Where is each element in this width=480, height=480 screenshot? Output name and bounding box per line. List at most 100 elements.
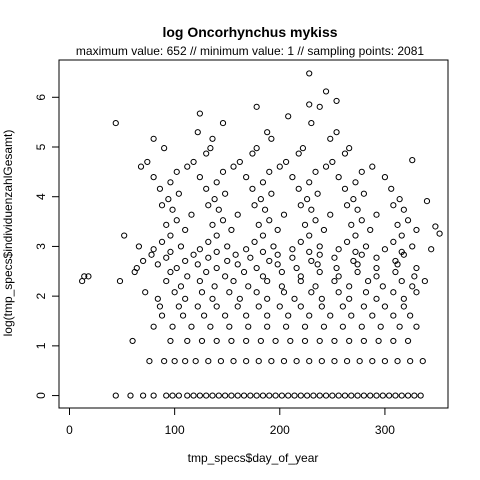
chart-subtitle: maximum value: 652 // minimum value: 1 /… xyxy=(76,44,424,58)
data-point xyxy=(182,226,189,234)
data-point xyxy=(266,217,273,224)
y-axis-label: log(tmp_specs$individuenzahlGesamt) xyxy=(1,130,15,337)
data-point xyxy=(413,289,420,296)
data-point xyxy=(154,261,161,268)
y-axis: 0 1 2 3 4 5 6 xyxy=(34,94,60,399)
data-point xyxy=(373,392,380,399)
data-point xyxy=(163,277,170,285)
data-point xyxy=(381,174,389,181)
data-point xyxy=(243,246,250,253)
data-point xyxy=(249,185,256,192)
data-point xyxy=(409,243,416,250)
data-point xyxy=(354,268,361,276)
data-point xyxy=(163,221,170,228)
data-point xyxy=(167,232,174,239)
data-point xyxy=(259,179,267,186)
data-point xyxy=(289,246,296,253)
x-tick-label: 100 xyxy=(165,423,185,437)
data-point xyxy=(301,221,309,228)
data-point xyxy=(331,254,338,261)
data-point xyxy=(282,158,290,166)
data-point xyxy=(253,289,260,296)
data-point xyxy=(234,392,241,399)
data-point xyxy=(230,358,237,365)
data-point xyxy=(268,358,275,365)
data-point xyxy=(255,303,262,310)
data-point xyxy=(121,232,128,239)
data-point xyxy=(251,202,258,209)
data-point xyxy=(369,312,376,319)
data-point xyxy=(354,206,361,213)
data-point xyxy=(329,158,336,166)
data-point xyxy=(304,196,311,203)
data-point xyxy=(247,254,254,261)
data-point xyxy=(163,254,170,261)
data-point xyxy=(268,190,275,197)
data-point xyxy=(274,261,281,268)
data-point xyxy=(306,312,313,319)
data-point xyxy=(381,246,389,253)
data-point xyxy=(301,323,309,330)
data-point xyxy=(163,392,170,399)
data-point xyxy=(217,358,225,365)
data-point xyxy=(297,238,304,246)
data-point xyxy=(318,303,325,310)
data-point xyxy=(211,196,218,203)
data-point xyxy=(346,295,353,302)
data-point xyxy=(226,289,233,296)
data-point xyxy=(373,273,380,280)
data-point xyxy=(308,289,315,296)
data-point xyxy=(236,158,243,166)
data-point xyxy=(280,289,288,296)
data-point xyxy=(158,202,166,209)
data-point xyxy=(297,202,304,209)
data-point xyxy=(167,179,174,186)
data-point xyxy=(373,211,380,218)
data-point xyxy=(165,196,172,203)
data-point xyxy=(404,217,412,224)
data-point xyxy=(413,226,420,234)
data-point xyxy=(306,248,313,255)
data-point xyxy=(198,337,206,345)
data-point xyxy=(190,158,197,166)
data-point xyxy=(264,277,271,285)
data-point xyxy=(278,392,285,399)
data-point xyxy=(356,358,363,365)
data-point xyxy=(259,392,267,399)
data-point xyxy=(312,168,319,175)
data-point xyxy=(247,392,254,399)
data-point xyxy=(327,135,334,142)
data-point xyxy=(308,119,315,127)
data-point xyxy=(211,283,218,290)
data-point xyxy=(169,392,176,399)
data-point xyxy=(428,246,435,253)
data-point xyxy=(243,358,250,365)
data-point xyxy=(320,323,328,330)
data-point xyxy=(364,277,372,285)
data-point xyxy=(182,358,189,365)
data-point xyxy=(297,273,304,280)
data-point xyxy=(314,190,321,197)
data-point xyxy=(196,174,203,181)
data-point xyxy=(398,232,405,239)
data-point xyxy=(264,323,271,330)
data-point xyxy=(203,392,210,399)
data-point xyxy=(207,323,214,330)
data-point xyxy=(289,254,296,261)
data-point xyxy=(348,392,355,399)
data-point xyxy=(253,145,260,152)
data-point xyxy=(419,358,426,365)
data-point xyxy=(327,211,334,218)
data-point xyxy=(158,312,166,319)
data-point xyxy=(213,303,220,310)
data-point xyxy=(224,257,231,265)
data-point xyxy=(306,70,313,77)
data-point xyxy=(215,206,222,213)
data-point xyxy=(257,196,264,203)
data-point xyxy=(280,358,288,365)
data-point xyxy=(297,392,304,399)
data-point xyxy=(289,174,296,181)
data-points xyxy=(79,70,443,399)
data-point xyxy=(127,392,134,399)
data-point xyxy=(222,312,229,319)
